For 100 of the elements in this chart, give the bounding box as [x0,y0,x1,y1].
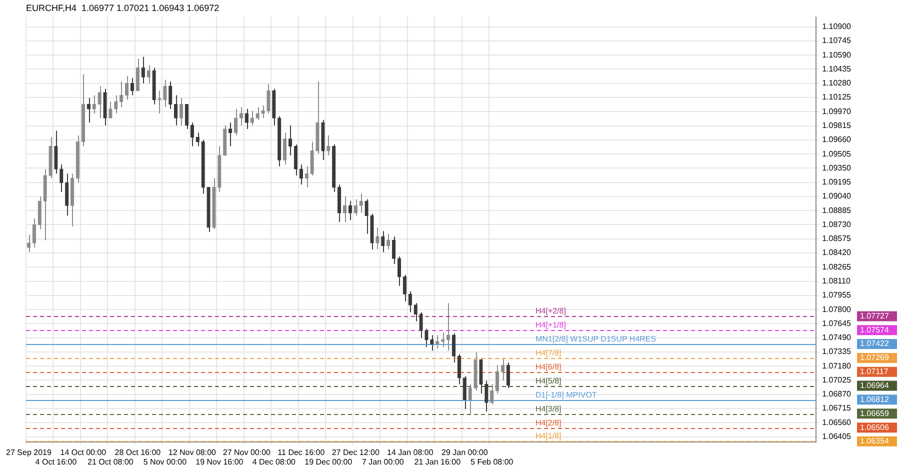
candlestick [484,380,488,412]
y-tick-label: 1.08730 [822,220,852,229]
ref-line-label: H4[1/8] [535,432,562,441]
candlestick [408,290,412,313]
candlestick [190,122,194,147]
x-tick-label: 28 Oct 16:00 [114,448,162,457]
candlestick [124,76,129,100]
text: 1.07727 [860,311,890,320]
candlestick [310,141,314,176]
x-tick-label: 19 Dec 00:00 [304,457,353,466]
ref-line-label: D1[-1/8] MPIVOT [535,390,597,400]
x-tick-label: 21 Jan 16:00 [414,457,462,466]
candlestick [397,256,402,286]
candlestick [392,236,396,264]
candlestick [244,108,249,130]
x-tick-label: 4 Oct 16:00 [35,457,78,466]
candlestick [184,104,189,130]
candlestick [146,64,150,84]
x-tick-label: 29 Jan 00:00 [442,448,488,457]
ref-line-label: H4[+1/8] [535,320,566,330]
y-tick-label: 1.07645 [822,318,852,328]
ref-line-label: H4[3/8] [535,404,562,414]
text: 1.06964 [860,381,890,390]
y-tick-label: 1.06560 [822,418,852,427]
y-tick-label: 1.09195 [822,178,852,187]
y-tick-label: 1.09660 [822,135,852,144]
y-tick-label: 1.09350 [822,163,852,172]
candlestick [130,77,134,96]
ref-line-label: H4[7/8] [535,348,562,358]
x-tick-label: 27 Dec 12:00 [332,448,380,457]
candlestick [490,384,494,405]
text: 1.06354 [860,436,890,446]
x-tick-label: 7 Jan 00:00 [362,457,404,466]
x-tick-label: 12 Nov 08:00 [168,448,217,457]
candlestick [294,144,298,176]
candlestick [495,364,500,394]
y-tick-label: 1.07025 [822,375,852,384]
y-tick-label: 1.08265 [822,262,852,272]
y-tick-label: 1.09970 [822,106,852,116]
y-tick-label: 1.09040 [822,192,852,201]
y-tick-label: 1.08110 [822,276,851,286]
candlestick [54,130,58,174]
candlestick [414,302,418,322]
y-tick-label: 1.10590 [822,50,852,60]
y-tick-label: 1.10280 [822,78,852,88]
ref-line-label: MN1[2/8] W1SUP D1SUP H4RES [535,334,656,344]
y-tick-label: 1.08420 [822,248,852,258]
y-tick-label: 1.08885 [822,206,852,215]
candlestick [506,362,510,388]
y-tick-label: 1.06870 [822,390,852,399]
candlestick [228,122,232,147]
candlestick [158,90,162,114]
text: 1.07574 [860,325,890,334]
candlestick [174,94,178,126]
ref-line-label: H4[6/8] [535,362,562,372]
y-tick-label: 1.06715 [822,404,852,413]
text: 1.07117 [860,367,889,376]
text: 1.06506 [860,422,890,432]
candlestick [65,173,69,216]
candlestick [419,312,423,338]
x-tick-label: 5 Feb 08:00 [470,457,514,466]
text: 1.07269 [860,353,890,362]
candlestick [32,218,36,248]
ref-line-label: H4[2/8] [535,418,562,428]
candlestick [108,101,112,119]
candlestick [479,357,483,394]
candlestick [239,106,244,126]
candlestick [402,274,407,302]
x-tick-label: 5 Nov 00:00 [143,457,188,466]
y-tick-label: 1.10435 [822,64,852,74]
x-tick-label: 19 Nov 16:00 [196,457,244,466]
candlestick [452,332,456,363]
y-tick-label: 1.07180 [822,361,852,370]
candlestick [163,79,167,108]
x-tick-label: 4 Dec 08:00 [252,457,296,466]
y-tick-label: 1.09505 [822,149,852,158]
candlestick [424,328,428,348]
candlestick [250,110,254,126]
x-tick-label: 14 Oct 00:00 [60,448,107,457]
candlestick [468,384,472,414]
text: 1.06812 [860,394,890,404]
candlestick [141,56,145,84]
y-tick-label: 1.09815 [822,120,852,130]
y-tick-label: 1.10900 [822,22,852,32]
y-tick-label: 1.10125 [822,92,852,102]
candlestick [234,108,238,136]
y-tick-label: 1.07335 [822,347,852,356]
candlestick [457,354,462,385]
x-tick-label: 11 Dec 16:00 [278,448,326,457]
candlestick [376,226,380,250]
candlestick [266,84,270,114]
candlestick [179,97,184,126]
chart-title: EURCHF,H4 1.06977 1.07021 1.06943 1.06972 [26,2,220,13]
candlestick [441,332,445,348]
x-tick-label: 14 Jan 08:00 [387,448,434,457]
text: 1.06659 [860,408,890,418]
candlestick [261,104,265,119]
candlestick [256,106,260,120]
y-tick-label: 1.07490 [822,333,852,342]
text: 1.07422 [860,339,890,348]
